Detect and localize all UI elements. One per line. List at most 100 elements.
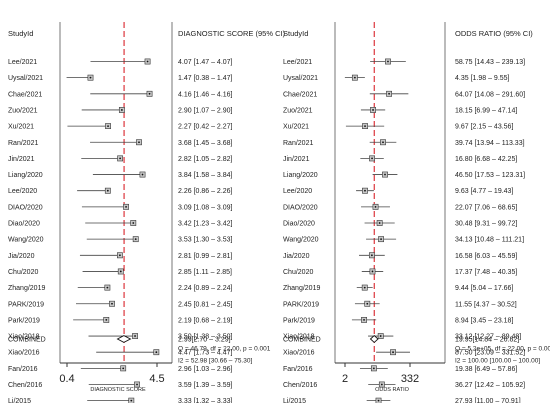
- panel-2-study-label: Jia/2020: [283, 253, 310, 260]
- panel-2-estimate-text: 9.44 [5.04 – 17.66]: [455, 285, 513, 292]
- panel-1-estimate-dot: [148, 92, 151, 95]
- panel-2-study-label: DIAO/2020: [283, 204, 318, 211]
- panel-2-study-label: Wang/2020: [283, 237, 319, 244]
- panel-1-estimate-header: DIAGNOSTIC SCORE (95% CI): [178, 29, 286, 38]
- panel-2-estimate-text: 27.93 [11.00 – 70.91]: [455, 398, 521, 403]
- panel-1-study-label: Park/2019: [8, 317, 40, 324]
- panel-1-estimate-dot: [105, 319, 108, 321]
- panel-2-estimate-text: 8.94 [3.45 – 23.18]: [455, 317, 513, 324]
- panel-1-estimate-dot: [134, 335, 136, 337]
- panel-2-study-label: Xu/2021: [283, 124, 309, 131]
- panel-1-estimate-text: 4.16 [1.46 – 4.16]: [178, 91, 233, 98]
- panel-2-estimate-text: 4.35 [1.98 – 9.55]: [455, 75, 510, 82]
- panel-2-study-label: Diao/2020: [283, 221, 315, 228]
- panel-2-estimate-dot: [382, 141, 384, 144]
- panel-2-estimate-text: 33.12 [12.27 – 89.48]: [455, 334, 521, 341]
- panel-2-study-label: Jin/2021: [283, 156, 310, 163]
- panel-1-study-label: Lee/2020: [8, 188, 37, 195]
- panel-2-estimate-dot: [353, 76, 356, 79]
- panel-2-heterogeneity-i2: I2 = 100.00 [100.00 – 100.00]: [455, 358, 540, 365]
- panel-1-study-label: Ran/2021: [8, 140, 38, 147]
- panel-2-estimate-text: 9.63 [4.77 – 19.43]: [455, 188, 513, 195]
- panel-1-estimate-text: 2.45 [0.81 – 2.45]: [178, 301, 233, 308]
- panel-2-combined-label: COMBINED: [283, 337, 321, 344]
- panel-2-estimate-dot: [388, 92, 390, 95]
- panel-2-estimate-dot: [366, 302, 369, 305]
- panel-2-study-label: Zhang/2019: [283, 285, 320, 292]
- panel-1-estimate-text: 3.59 [1.39 – 3.59]: [178, 382, 233, 389]
- panel-1-estimate-text: 2.90 [1.07 – 2.90]: [178, 107, 233, 114]
- panel-1-estimate-text: 3.33 [1.32 – 3.33]: [178, 398, 233, 403]
- panel-1-estimate-dot: [130, 399, 133, 402]
- panel-1-estimate-dot: [120, 109, 123, 111]
- panel-2-estimate-dot: [384, 173, 386, 176]
- panel-2-estimate-dot: [378, 222, 381, 224]
- panel-2-study-label: Liang/2020: [283, 172, 318, 179]
- panel-1-study-label: Zuo/2021: [8, 107, 38, 114]
- panel-1-estimate-text: 4.07 [1.47 – 4.07]: [178, 59, 233, 66]
- panel-1-estimate-text: 2.24 [0.89 – 2.24]: [178, 285, 233, 292]
- panel-1-study-label: DIAO/2020: [8, 204, 43, 211]
- panel-1-heterogeneity-q: Q = 46.79, df = 22.00, p = 0.001: [178, 346, 271, 353]
- panel-2-study-label: Li/2015: [283, 398, 306, 403]
- panel-1-estimate-dot: [138, 141, 140, 144]
- panel-1-x-axis-title: DIAGNOSTIC SCORE: [90, 387, 146, 393]
- panel-1-study-label: Xiao/2018: [8, 334, 40, 341]
- panel-2-estimate-text: 58.75 [14.43 – 239.13]: [455, 59, 525, 66]
- panel-1-estimate-dot: [106, 189, 109, 192]
- panel-2-estimate-dot: [364, 125, 366, 127]
- panel-1-study-label: Li/2015: [8, 398, 31, 403]
- panel-1-estimate-text: 2.19 [0.68 – 2.19]: [178, 317, 233, 324]
- panel-2-estimate-text: 87.50 [23.09 – 331.52]: [455, 350, 525, 357]
- panel-2-estimate-dot: [372, 367, 375, 370]
- panel-2-estimate-dot: [372, 109, 374, 111]
- panel-1-estimate-text: 3.84 [1.58 – 3.84]: [178, 172, 233, 179]
- panel-1-estimate-dot: [89, 76, 92, 79]
- panel-1-estimate-text: 2.85 [1.11 – 2.85]: [178, 269, 232, 276]
- panel-1-combined-diamond: [116, 335, 132, 343]
- panel-1-study-label: Xu/2021: [8, 124, 34, 131]
- panel-1-estimate-text: 4.47 [1.73 – 4.47]: [178, 350, 233, 357]
- panel-1-estimate-text: 2.96 [1.03 – 2.96]: [178, 366, 233, 373]
- panel-1-estimate-text: 3.42 [1.23 – 3.42]: [178, 221, 233, 228]
- panel-2-estimate-dot: [370, 254, 373, 257]
- panel-2-estimate-dot: [364, 189, 366, 192]
- panel-1-estimate-dot: [122, 367, 125, 370]
- panel-1-combined-text: 2.99[2.70 – 3.29]: [178, 337, 231, 344]
- panel-2-study-label: Chae/2021: [283, 91, 317, 98]
- panel-1-study-label: Chae/2021: [8, 91, 42, 98]
- panel-1-estimate-dot: [119, 254, 121, 257]
- panel-1-estimate-text: 2.27 [0.42 – 2.27]: [178, 124, 233, 131]
- panel-1-estimate-text: 2.82 [1.05 – 2.82]: [178, 156, 233, 163]
- panel-1-study-label: Chu/2020: [8, 269, 38, 276]
- panel-2-study-label: Lee/2020: [283, 188, 312, 195]
- panel-2-study-label: Chu/2020: [283, 269, 313, 276]
- panel-2-x-tick-label-2: 332: [401, 373, 419, 385]
- panel-1-estimate-dot: [111, 302, 113, 305]
- panel-2-estimate-dot: [392, 351, 394, 354]
- panel-2-studies-header: StudyId: [283, 29, 308, 38]
- panel-2-estimate-text: 9.67 [2.15 – 43.56]: [455, 124, 513, 131]
- panel-2-estimate-text: 36.27 [12.42 – 105.92]: [455, 382, 525, 389]
- panel-1-estimate-text: 3.68 [1.45 – 3.68]: [178, 140, 233, 147]
- panel-1-studies-header: StudyId: [8, 29, 33, 38]
- panel-2-estimate-text: 11.55 [4.37 – 30.52]: [455, 301, 517, 308]
- panel-1-estimate-text: 3.50 [1.38 – 3.50]: [178, 334, 233, 341]
- panel-1-estimate-text: 2.26 [0.86 – 2.26]: [178, 188, 233, 195]
- panel-2-estimate-text: 34.13 [10.48 – 111.21]: [455, 237, 524, 244]
- panel-2-estimate-text: 46.50 [17.53 – 123.31]: [455, 172, 525, 179]
- panel-1-study-label: Wang/2020: [8, 237, 44, 244]
- panel-2-estimate-dot: [363, 286, 366, 289]
- panel-2-study-label: Zuo/2021: [283, 107, 313, 114]
- panel-2-estimate-text: 64.07 [14.08 – 291.60]: [455, 91, 525, 98]
- panel-2-estimate-text: 17.37 [7.48 – 40.35]: [455, 269, 517, 276]
- panel-2-study-label: PARK/2019: [283, 301, 319, 308]
- panel-2-estimate-dot: [387, 60, 389, 63]
- panel-2-estimate-text: 19.38 [6.49 – 57.86]: [455, 366, 517, 373]
- panel-1-study-label: Diao/2020: [8, 221, 40, 228]
- panel-1-study-label: Xiao/2016: [8, 350, 40, 357]
- panel-1-study-label: PARK/2019: [8, 301, 44, 308]
- panel-2-study-label: Chen/2016: [283, 382, 317, 389]
